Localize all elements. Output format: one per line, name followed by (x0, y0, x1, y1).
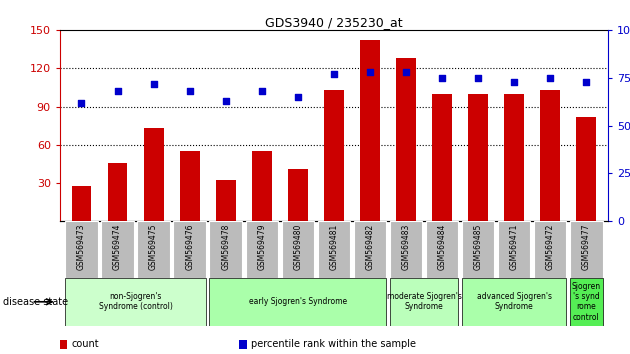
Bar (504, 94, 524, 221)
Point (473, 75, 483, 81)
Bar (396, 58, 416, 221)
Bar (210, 221, 242, 278)
Text: GSM569477: GSM569477 (582, 223, 591, 270)
Bar (426, 221, 458, 278)
Bar (498, 221, 530, 278)
Bar (101, 221, 134, 278)
Text: GSM569474: GSM569474 (113, 223, 122, 270)
Point (185, 88, 195, 94)
Bar (216, 181, 236, 221)
Point (257, 88, 267, 94)
Text: GSM569480: GSM569480 (294, 223, 302, 270)
Point (76, 100, 86, 105)
Point (401, 69, 411, 75)
Bar (462, 221, 495, 278)
Text: early Sjogren's Syndrome: early Sjogren's Syndrome (249, 297, 347, 306)
Text: GSM569473: GSM569473 (77, 223, 86, 270)
Bar (541, 90, 560, 221)
Point (437, 75, 447, 81)
Bar (144, 128, 164, 221)
Point (545, 75, 555, 81)
Bar (282, 221, 314, 278)
Bar (462, 278, 566, 326)
Text: GSM569478: GSM569478 (221, 223, 230, 270)
Bar (534, 221, 566, 278)
Bar (576, 117, 596, 221)
Bar (180, 151, 200, 221)
Text: count: count (71, 339, 99, 349)
Point (220, 98, 231, 104)
Point (149, 81, 159, 86)
Bar (210, 278, 386, 326)
Bar (360, 40, 380, 221)
Text: GSM569471: GSM569471 (510, 223, 518, 270)
Point (329, 71, 339, 77)
Bar (432, 94, 452, 221)
Text: GSM569481: GSM569481 (329, 223, 338, 270)
Bar (570, 278, 602, 326)
Bar (570, 221, 602, 278)
Text: disease state: disease state (3, 297, 68, 307)
Text: GSM569483: GSM569483 (401, 223, 411, 270)
Bar (137, 221, 170, 278)
Text: moderate Sjogren's
Syndrome: moderate Sjogren's Syndrome (387, 292, 462, 312)
Title: GDS3940 / 235230_at: GDS3940 / 235230_at (265, 16, 403, 29)
Point (509, 79, 519, 85)
Bar (173, 221, 206, 278)
Text: GSM569482: GSM569482 (365, 223, 374, 270)
Bar (324, 90, 344, 221)
Bar (252, 151, 272, 221)
Bar (468, 94, 488, 221)
Bar (353, 221, 386, 278)
Text: GSM569484: GSM569484 (438, 223, 447, 270)
Bar (288, 169, 308, 221)
Text: advanced Sjogren's
Syndrome: advanced Sjogren's Syndrome (477, 292, 552, 312)
Text: Sjogren
's synd
rome
control: Sjogren 's synd rome control (572, 282, 601, 322)
Text: GSM569472: GSM569472 (546, 223, 555, 270)
Bar (108, 162, 127, 221)
Text: GSM569479: GSM569479 (257, 223, 266, 270)
Text: percentile rank within the sample: percentile rank within the sample (251, 339, 416, 349)
Text: GSM569475: GSM569475 (149, 223, 158, 270)
Text: GSM569476: GSM569476 (185, 223, 194, 270)
Point (581, 79, 592, 85)
Bar (318, 221, 350, 278)
Text: GSM569485: GSM569485 (474, 223, 483, 270)
Bar (66, 278, 206, 326)
Point (113, 88, 123, 94)
Point (293, 94, 303, 100)
Bar (66, 221, 98, 278)
Bar (246, 221, 278, 278)
Point (365, 69, 375, 75)
Bar (390, 221, 422, 278)
Text: non-Sjogren's
Syndrome (control): non-Sjogren's Syndrome (control) (99, 292, 173, 312)
Bar (390, 278, 458, 326)
Bar (72, 185, 91, 221)
